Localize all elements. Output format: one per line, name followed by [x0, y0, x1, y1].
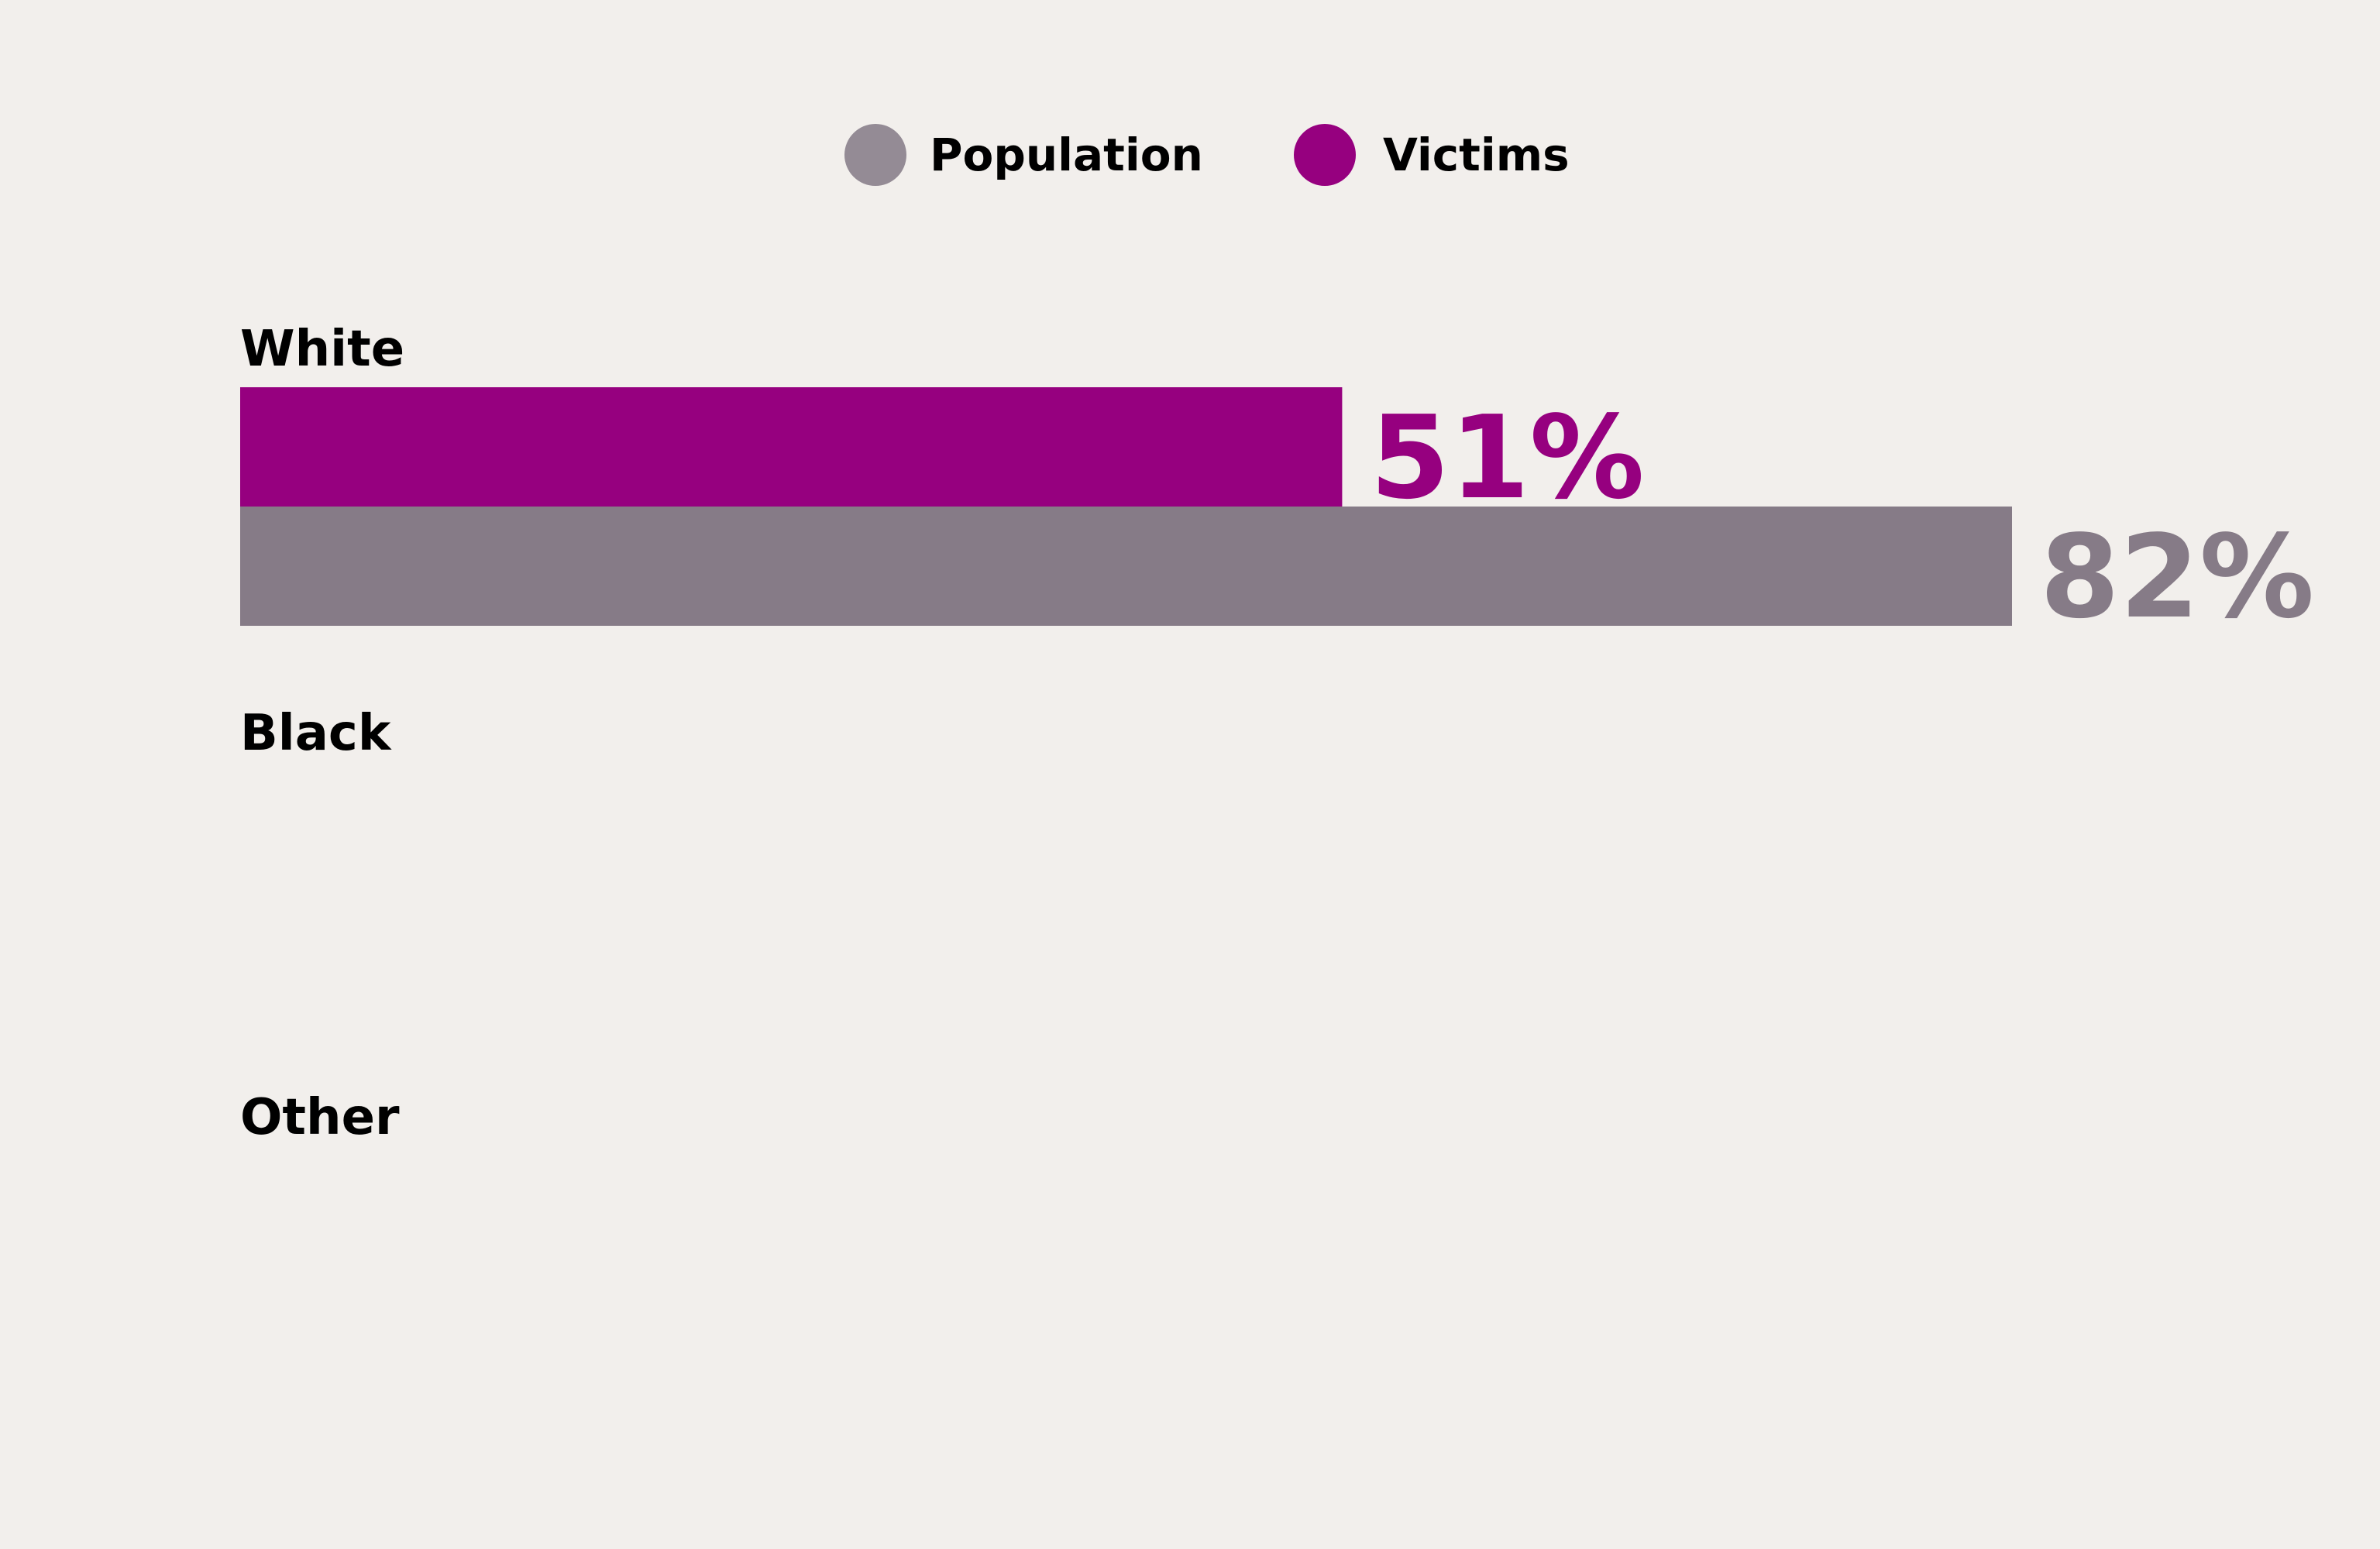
- bar-population-white: [240, 507, 2012, 626]
- legend-label-victims: Victims: [1383, 129, 1570, 181]
- value-label-population-white: 82%: [2040, 510, 2314, 644]
- category-label-black: Black: [240, 705, 392, 762]
- legend-swatch-population: [844, 124, 906, 186]
- bars-group: 51% 82%: [240, 387, 2314, 644]
- legend: Population Victims: [844, 124, 1570, 186]
- category-label-white: White: [240, 321, 404, 378]
- value-label-victims-white: 51%: [1370, 391, 1644, 524]
- category-label-other: Other: [240, 1089, 400, 1146]
- bar-victims-white: [240, 387, 1343, 507]
- legend-swatch-victims: [1294, 124, 1356, 186]
- legend-label-population: Population: [930, 129, 1203, 181]
